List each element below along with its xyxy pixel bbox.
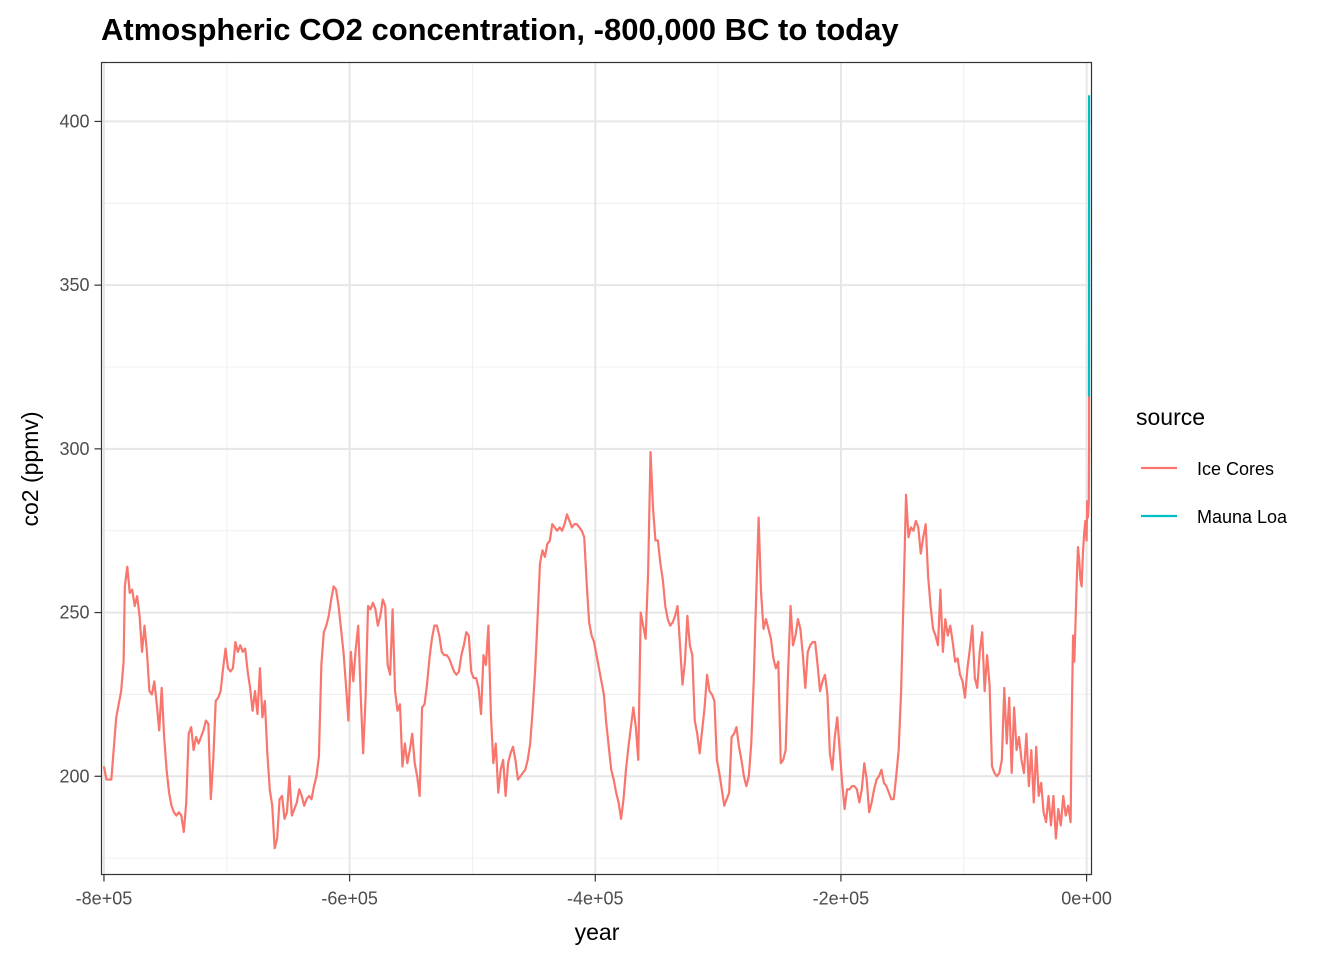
series-line-ice-cores — [102, 396, 1091, 850]
legend: source Ice Cores Mauna Loa — [1136, 404, 1288, 527]
legend-items: Ice Cores Mauna Loa — [1141, 459, 1288, 527]
y-axis-title: co2 (ppmv) — [17, 411, 43, 526]
chart-title: Atmospheric CO2 concentration, -800,000 … — [101, 12, 899, 47]
x-axis-title: year — [575, 919, 620, 945]
x-tick-label: 0e+00 — [1061, 889, 1112, 909]
legend-label-mauna-loa: Mauna Loa — [1197, 507, 1288, 527]
y-tick-label: 200 — [59, 766, 89, 786]
grid-minor — [101, 62, 1092, 875]
x-tick-label: -2e+05 — [813, 889, 870, 909]
series-layer — [102, 95, 1091, 850]
legend-title: source — [1136, 404, 1205, 430]
y-tick-label: 300 — [59, 439, 89, 459]
plot-border — [100, 61, 1093, 876]
y-tick-label: 350 — [59, 275, 89, 295]
x-axis: -8e+05 -6e+05 -4e+05 -2e+05 0e+00 — [76, 874, 1112, 909]
x-tick-label: -4e+05 — [567, 889, 624, 909]
x-tick-label: -8e+05 — [76, 889, 133, 909]
y-axis: 200 250 300 350 400 — [59, 111, 102, 786]
grid-major — [101, 62, 1092, 875]
legend-label-ice-cores: Ice Cores — [1197, 459, 1274, 479]
y-tick-label: 250 — [59, 603, 89, 623]
y-tick-label: 400 — [59, 111, 89, 131]
x-tick-label: -6e+05 — [321, 889, 378, 909]
